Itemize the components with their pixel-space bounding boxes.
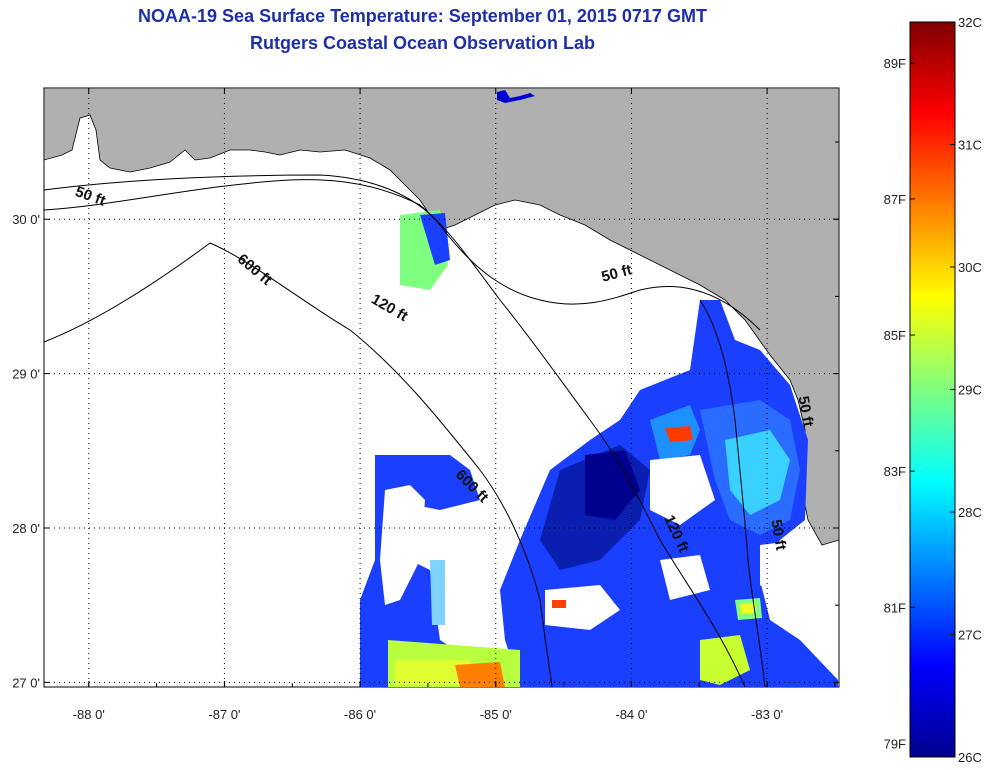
colorbar-label-celsius: 27C [958,628,982,643]
x-tick-label: -86 0' [344,707,376,722]
land-florida [44,88,839,546]
colorbar-label-celsius: 26C [958,750,982,765]
colorbar-label-celsius: 31C [958,138,982,153]
x-tick-label: -83 0' [751,707,783,722]
inland-water [497,90,535,103]
map-subtitle: Rutgers Coastal Ocean Observation Lab [249,33,596,53]
map-title: NOAA-19 Sea Surface Temperature: Septemb… [138,6,707,26]
colorbar-label-fahrenheit: 79F [884,736,906,751]
contour-label: 50 ft [794,395,816,428]
map-axes: -88 0' -87 0' -86 0' -85 0' -84 0' -83 0' 30 0… [12,88,839,722]
colorbar [909,21,956,758]
sst-data [360,210,838,687]
y-tick-label: 30 0' [12,212,40,227]
colorbar-label-celsius: 29C [958,383,982,398]
x-tick-label: -84 0' [615,707,647,722]
colorbar-label-fahrenheit: 85F [884,328,906,343]
colorbar-label-celsius: 30C [958,260,982,275]
colorbar-label-fahrenheit: 89F [884,56,906,71]
colorbar-label-celsius: 32C [958,15,982,30]
y-tick-label: 29 0' [12,367,40,382]
contour-label: 50 ft [767,518,789,551]
colorbar-label-fahrenheit: 87F [884,192,906,207]
x-tick-label: -85 0' [480,707,512,722]
y-tick-label: 27 0' [12,675,40,690]
colorbar-label-fahrenheit: 83F [884,464,906,479]
colorbar-label-fahrenheit: 81F [884,600,906,615]
depth-contours [44,174,766,687]
colorbar-labels: 32C 31C 30C 29C 28C 27C 26C 89F 87F 85F 83F 81F 79F [884,15,982,765]
x-tick-label: -88 0' [73,707,105,722]
colorbar-label-celsius: 28C [958,505,982,520]
x-tick-label: -87 0' [208,707,240,722]
y-tick-label: 28 0' [12,521,40,536]
